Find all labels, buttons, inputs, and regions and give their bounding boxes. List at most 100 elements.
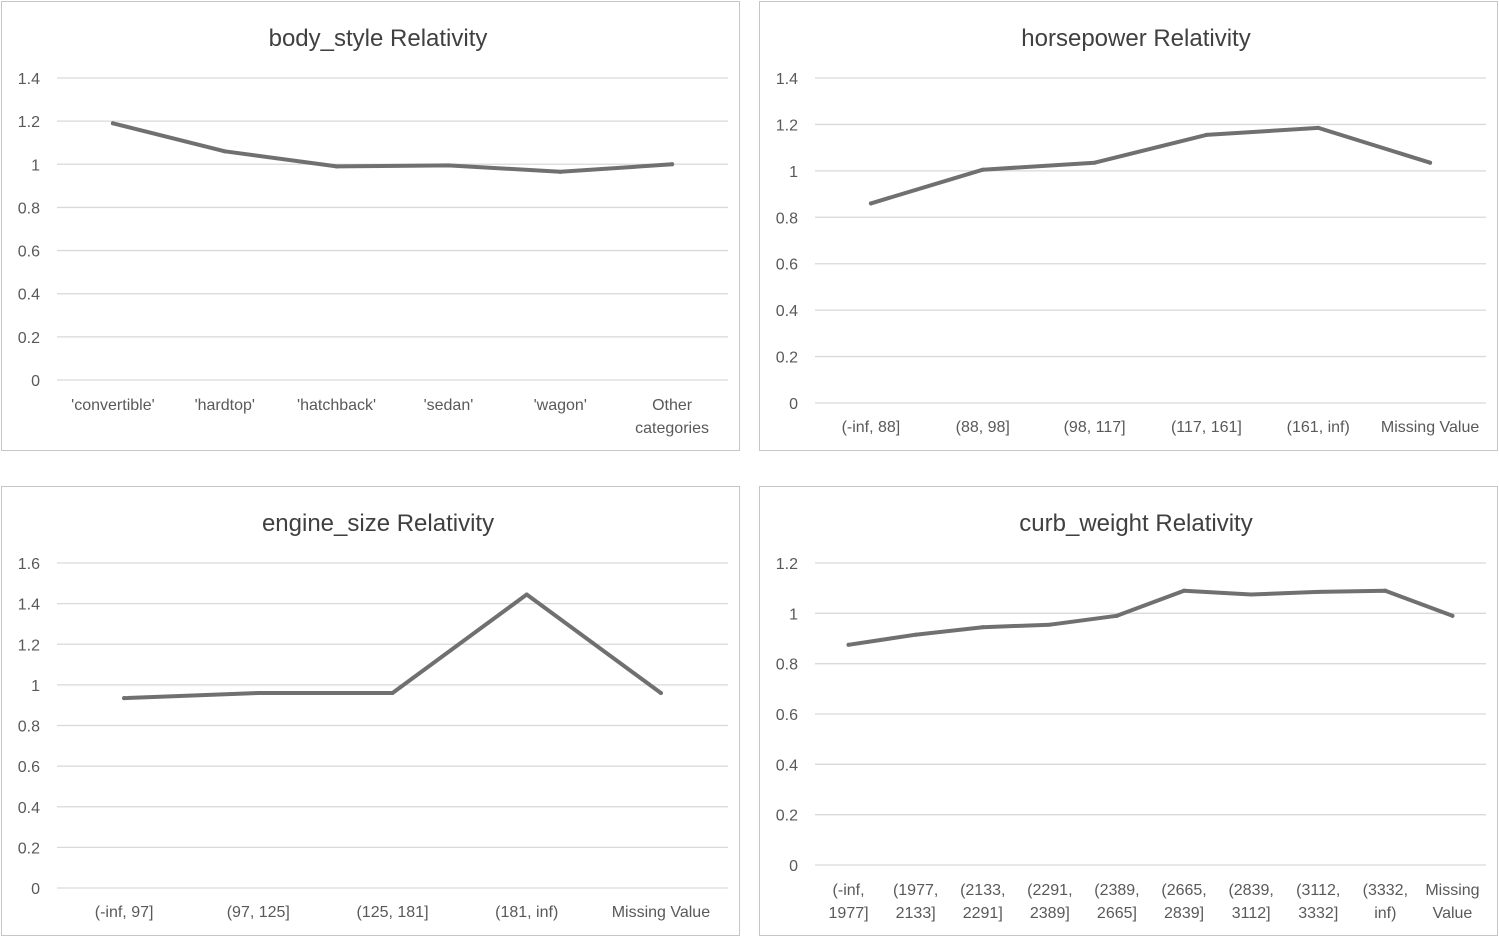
x-tick-label: (88, 98]: [956, 419, 1010, 436]
chart-body-style: body_style Relativity 0 0.2 0.4 0.6 0.8 1 1.2 1…: [1, 1, 740, 451]
x-tick-label: 'hardtop': [195, 397, 255, 414]
data-point: [1092, 160, 1097, 165]
chart-horsepower-svg: horsepower Relativity 0 0.2 0.4 0.6 0.8 1 1.2 1…: [776, 25, 1486, 436]
x-tick-label: (98, 117]: [1064, 419, 1126, 436]
x-tick-label: (125, 181]: [356, 904, 428, 921]
y-tick-label: 0.2: [776, 808, 798, 825]
chart-horsepower: horsepower Relativity 0 0.2 0.4 0.6 0.8 1 1.2 1…: [759, 1, 1498, 451]
x-tick-label: (2389, 2665]: [1094, 882, 1139, 922]
x-tick-label: 'wagon': [534, 397, 587, 414]
data-point: [1204, 132, 1209, 137]
y-tick-label: 0: [31, 373, 40, 390]
x-tick-label: (3332, inf): [1363, 882, 1408, 922]
y-tick-label: 0.6: [18, 244, 40, 261]
y-tick-label: 1.4: [18, 597, 40, 614]
y-tick-label: 1.4: [18, 71, 40, 88]
y-tick-label: 0.8: [18, 200, 40, 217]
x-tick-label: Missing Value: [1425, 882, 1479, 922]
data-point: [980, 167, 985, 172]
data-point: [868, 201, 873, 206]
y-tick-label: 1.2: [776, 117, 798, 134]
y-tick-label: 1.6: [18, 556, 40, 573]
chart-title: body_style Relativity: [269, 25, 488, 52]
x-tick-label: (2133, 2291]: [960, 882, 1005, 922]
data-point: [558, 169, 563, 174]
chart-title: curb_weight Relativity: [1019, 510, 1252, 537]
chart-curb-weight: curb_weight Relativity 0 0.2 0.4 0.6 0.8 1 1.2…: [759, 486, 1498, 936]
chart-curb-weight-svg: curb_weight Relativity 0 0.2 0.4 0.6 0.8 1 1.2…: [776, 510, 1486, 922]
x-tick-label: (1977, 2133]: [893, 882, 938, 922]
y-tick-label: 0.4: [18, 800, 40, 817]
y-tick-label: 0.6: [776, 257, 798, 274]
x-tick-label: (-inf, 97]: [95, 904, 154, 921]
series-line: [846, 588, 1455, 647]
x-tick-label: (-inf, 88]: [842, 419, 901, 436]
y-tick-label: 0.8: [776, 657, 798, 674]
x-tick-label: (181, inf): [495, 904, 558, 921]
chart-body-style-svg: body_style Relativity 0 0.2 0.4 0.6 0.8 1 1.2 1…: [18, 25, 728, 437]
y-tick-label: 1.2: [18, 637, 40, 654]
x-tick-label: (2665, 2839]: [1161, 882, 1206, 922]
data-point: [1249, 592, 1254, 597]
y-tick-label: 0.6: [18, 759, 40, 776]
x-tick-label: 'convertible': [71, 397, 154, 414]
y-tick-label: 0: [31, 881, 40, 898]
data-point: [913, 632, 918, 637]
y-tick-label: 0.4: [776, 757, 798, 774]
data-point: [658, 691, 663, 695]
data-point: [1450, 613, 1455, 618]
data-point: [1428, 160, 1433, 165]
x-tick-label: Other categories: [635, 397, 709, 437]
chart-engine-size-svg: engine_size Relativity 0 0.2 0.4 0.6 0.8 1 1.2…: [18, 510, 728, 921]
y-tick-label: 0.2: [776, 350, 798, 367]
y-tick-label: 1: [31, 157, 40, 174]
data-point: [110, 121, 115, 126]
x-tick-label: (117, 161]: [1171, 419, 1242, 436]
data-point: [1182, 588, 1187, 593]
y-tick-label: 1: [31, 678, 40, 695]
y-tick-label: 1.2: [18, 114, 40, 131]
x-tick-label: (97, 125]: [227, 904, 290, 921]
y-tick-label: 0.2: [18, 840, 40, 857]
data-point: [846, 642, 851, 647]
data-point: [1316, 125, 1321, 130]
data-point: [446, 163, 451, 168]
series-line: [868, 125, 1433, 206]
y-tick-label: 0: [789, 396, 798, 413]
y-tick-label: 1: [789, 164, 798, 181]
y-tick-label: 1.2: [776, 556, 798, 573]
data-point: [334, 164, 339, 169]
series-line: [110, 121, 675, 174]
chart-title: horsepower Relativity: [1021, 25, 1250, 52]
series-line: [122, 592, 663, 701]
data-point: [524, 592, 529, 597]
x-tick-label: (161, inf): [1287, 419, 1350, 436]
y-tick-label: 0.4: [18, 287, 40, 304]
y-tick-label: 1.4: [776, 71, 798, 88]
x-tick-label: (2839, 3112]: [1228, 882, 1273, 922]
data-point: [122, 696, 127, 701]
chart-engine-size: engine_size Relativity 0 0.2 0.4 0.6 0.8 1 1.2…: [1, 486, 740, 936]
x-tick-label: (3112, 3332]: [1296, 882, 1340, 922]
y-tick-label: 0.8: [776, 210, 798, 227]
y-tick-label: 0.2: [18, 330, 40, 347]
y-tick-label: 0.6: [776, 707, 798, 724]
y-tick-label: 0: [789, 858, 798, 875]
x-tick-label: Missing Value: [1381, 419, 1480, 436]
data-point: [256, 691, 261, 695]
x-tick-label: (2291, 2389]: [1027, 882, 1072, 922]
data-point: [1047, 622, 1052, 627]
y-tick-label: 0.8: [18, 719, 40, 736]
y-tick-label: 0.4: [776, 303, 798, 320]
data-point: [1114, 613, 1119, 618]
x-tick-label: Missing Value: [612, 904, 711, 921]
data-point: [670, 162, 675, 167]
data-point: [1316, 589, 1321, 594]
data-point: [222, 149, 227, 154]
y-tick-label: 1: [789, 606, 798, 623]
chart-title: engine_size Relativity: [262, 510, 494, 537]
data-point: [1383, 588, 1388, 593]
x-tick-label: 'hatchback': [297, 397, 376, 414]
data-point: [980, 625, 985, 630]
x-tick-label: (-inf, 1977]: [829, 882, 869, 922]
